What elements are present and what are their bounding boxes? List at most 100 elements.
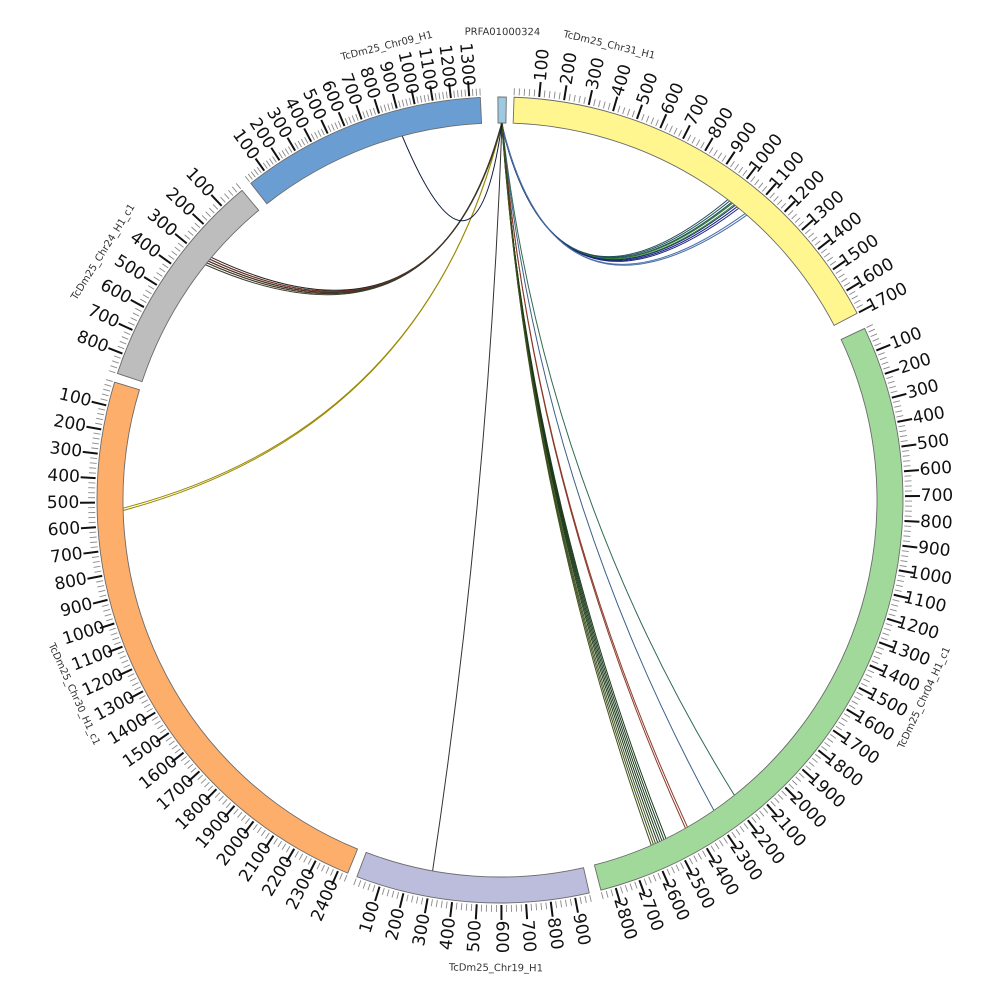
link-scaffold-chr04	[502, 123, 666, 839]
minor-tick	[236, 183, 240, 188]
minor-tick	[701, 142, 704, 148]
minor-tick	[878, 353, 885, 356]
minor-tick	[122, 660, 128, 663]
tick-label-chr04: 900	[917, 538, 952, 562]
link-scaffold-chr31	[502, 123, 732, 258]
minor-tick	[431, 899, 432, 906]
minor-tick	[900, 561, 907, 562]
minor-tick	[839, 722, 845, 726]
tick-label-chr24: 600	[97, 275, 135, 308]
minor-tick	[805, 229, 810, 234]
minor-tick	[898, 575, 905, 576]
minor-tick	[672, 867, 675, 873]
minor-tick	[241, 815, 245, 820]
major-tick	[288, 138, 296, 151]
minor-tick	[388, 104, 390, 111]
minor-tick	[436, 900, 437, 907]
major-tick	[705, 138, 713, 151]
minor-tick	[421, 898, 422, 905]
minor-tick	[344, 875, 347, 881]
minor-tick	[101, 399, 108, 401]
tick-label-chr31: 300	[582, 56, 609, 92]
major-tick	[885, 369, 899, 374]
minor-tick	[124, 332, 130, 335]
minor-tick	[903, 541, 910, 542]
minor-tick	[254, 169, 258, 175]
minor-tick	[148, 286, 154, 290]
minor-tick	[175, 247, 181, 251]
minor-tick	[630, 884, 632, 891]
major-tick	[256, 158, 265, 170]
minor-tick	[883, 367, 890, 369]
minor-tick	[611, 889, 613, 896]
minor-tick	[714, 150, 718, 156]
minor-tick	[718, 153, 722, 159]
minor-tick	[128, 322, 134, 325]
minor-tick	[382, 888, 384, 895]
minor-tick	[142, 700, 148, 703]
minor-tick	[891, 604, 898, 606]
minor-tick	[866, 674, 872, 677]
chromosome-name-chr19: TcDm25_Chr19_H1	[448, 963, 543, 975]
tick-label-chr31: 600	[657, 80, 688, 118]
minor-tick	[732, 832, 736, 838]
minor-tick	[97, 586, 104, 587]
minor-tick	[228, 190, 233, 195]
minor-tick	[103, 389, 110, 391]
minor-tick	[844, 283, 850, 287]
minor-tick	[874, 656, 880, 659]
minor-tick	[894, 406, 901, 408]
minor-tick	[561, 900, 562, 907]
minor-tick	[861, 683, 867, 686]
major-tick	[131, 300, 144, 307]
minor-tick	[852, 701, 858, 704]
major-tick	[425, 898, 428, 913]
minor-tick	[98, 590, 105, 592]
major-tick	[589, 90, 592, 105]
tick-label-chr31: 400	[608, 62, 636, 99]
tick-label-chr04: 800	[920, 512, 953, 534]
minor-tick	[95, 423, 102, 424]
minor-tick	[676, 865, 679, 871]
minor-tick	[886, 624, 893, 626]
tick-label-chr24: 800	[74, 327, 111, 357]
minor-tick	[232, 187, 237, 192]
minor-tick	[340, 873, 343, 879]
minor-tick	[209, 208, 214, 213]
link-scaffold-chr04	[502, 123, 662, 841]
tick-label-chr19: 600	[491, 921, 511, 954]
minor-tick	[565, 900, 566, 907]
minor-tick	[321, 129, 324, 135]
minor-tick	[669, 126, 672, 132]
minor-tick	[208, 786, 213, 791]
tick-label-chr31: 100	[531, 48, 554, 82]
tick-label-chr04: 2800	[609, 895, 641, 942]
minor-tick	[627, 109, 629, 116]
tick-label-chr09: 1300	[455, 42, 478, 87]
minor-tick	[308, 858, 311, 864]
minor-tick	[646, 116, 649, 123]
minor-tick	[895, 411, 902, 413]
minor-tick	[143, 295, 149, 298]
minor-tick	[890, 609, 897, 611]
minor-tick	[157, 725, 163, 729]
minor-tick	[441, 901, 442, 908]
minor-tick	[221, 197, 226, 202]
minor-tick	[234, 809, 239, 814]
minor-tick	[253, 824, 257, 830]
minor-tick	[868, 670, 874, 673]
minor-tick	[857, 692, 863, 695]
link-scaffold-chr04	[502, 123, 660, 841]
minor-tick	[387, 890, 389, 897]
minor-tick	[114, 356, 121, 358]
minor-tick	[282, 150, 286, 156]
minor-tick	[735, 164, 739, 170]
tick-label-chr04: 600	[919, 458, 953, 480]
minor-tick	[172, 251, 178, 255]
minor-tick	[109, 628, 116, 630]
minor-tick	[756, 814, 760, 819]
minor-tick	[397, 892, 399, 899]
minor-tick	[841, 278, 847, 282]
tick-label-chr30: 900	[58, 594, 94, 621]
